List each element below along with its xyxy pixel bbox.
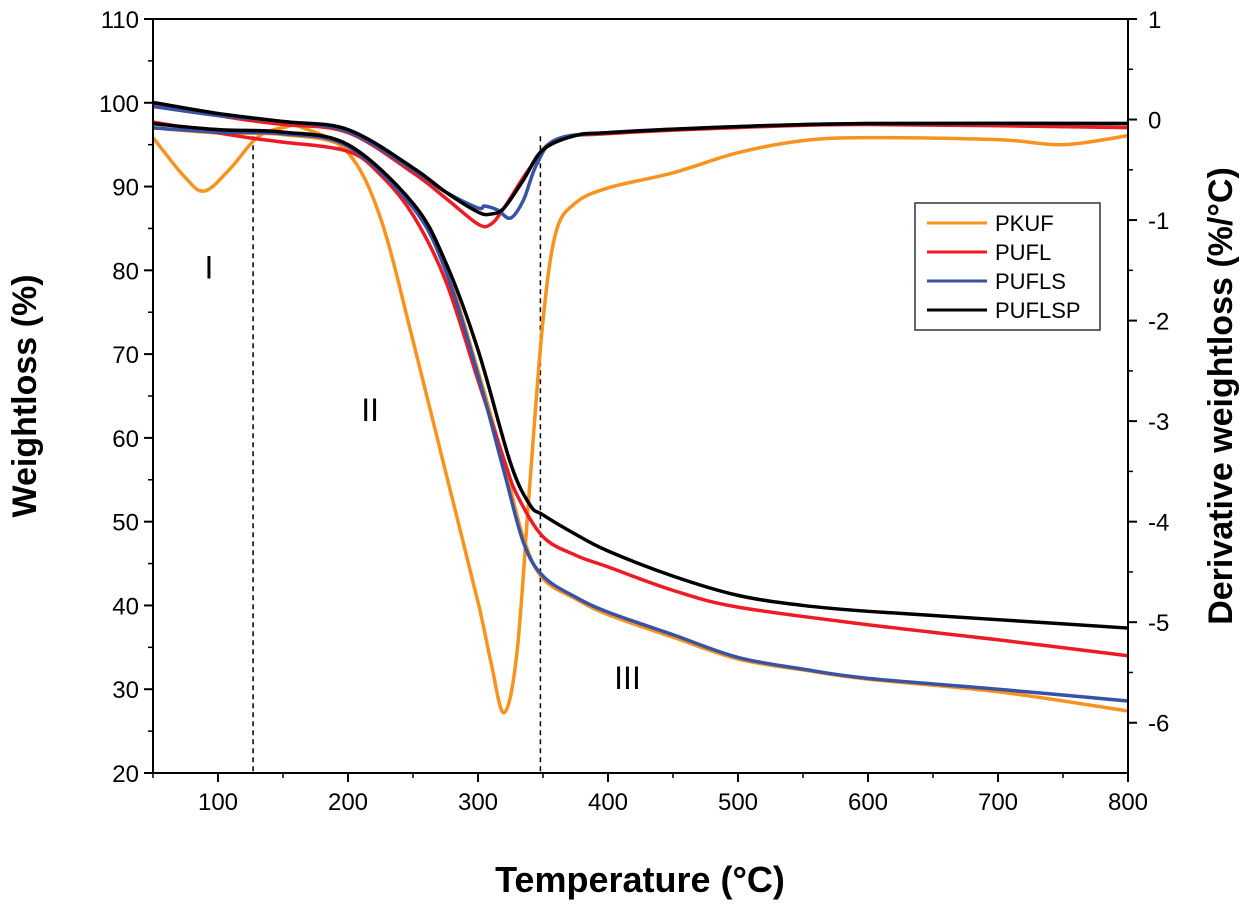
y-tick-label: 60 (112, 426, 139, 453)
y-tick-label: 90 (112, 175, 139, 202)
legend-label-pufl: PUFL (995, 240, 1051, 265)
series-puflsp-dtg (152, 100, 1129, 217)
y2-tick-label: -4 (1148, 510, 1169, 537)
x-tick-label: 200 (328, 789, 368, 816)
series-pufl-tg (152, 120, 1129, 658)
legend: PKUF PUFL PUFLS PUFLSP (914, 202, 1101, 331)
stage-label: II (361, 392, 379, 428)
stage-label: I (204, 250, 213, 286)
x-tick-label: 400 (588, 789, 628, 816)
y-tick-label: 30 (112, 677, 139, 704)
x-tick-label: 800 (1108, 789, 1148, 816)
series-puflsp-tg (152, 121, 1129, 630)
series-pkuf-dtg (151, 123, 1129, 715)
legend-label-pufls: PUFLS (995, 269, 1066, 294)
y-axis-label: Weightloss (%) (6, 274, 44, 517)
y2-tick-label: 1 (1148, 7, 1161, 34)
x-tick-label: 500 (718, 789, 758, 816)
x-tick-label: 300 (458, 789, 498, 816)
x-tick-label: 100 (198, 789, 238, 816)
y-tick-label: 100 (99, 91, 139, 118)
x-tick-label: 700 (978, 789, 1018, 816)
y-tick-label: 40 (112, 593, 139, 620)
y2-tick-label: -5 (1148, 610, 1169, 637)
y2-tick-label: -2 (1148, 309, 1169, 336)
x-tick-label: 600 (848, 789, 888, 816)
axes: 100 200 300 400 500 600 700 800 20 30 40 50 60 70 80 90… (99, 7, 1169, 816)
y-tick-label: 50 (112, 510, 139, 537)
legend-label-puflsp: PUFLSP (995, 298, 1081, 323)
y2-tick-label: -3 (1148, 409, 1169, 436)
y-tick-label: 80 (112, 258, 139, 285)
stage-label: III (614, 660, 641, 696)
legend-label-pkuf: PKUF (995, 211, 1054, 236)
y-tick-label: 110 (101, 7, 139, 34)
x-axis-label: Temperature (°C) (495, 859, 785, 900)
y-tick-label: 70 (112, 342, 139, 369)
y2-axis-label: Derivative weightloss (%/°C) (1202, 167, 1240, 625)
y2-tick-label: 0 (1148, 108, 1161, 135)
y2-tick-label: -6 (1148, 711, 1169, 738)
y-tick-label: 20 (112, 761, 139, 788)
y2-tick-label: -1 (1148, 208, 1169, 235)
